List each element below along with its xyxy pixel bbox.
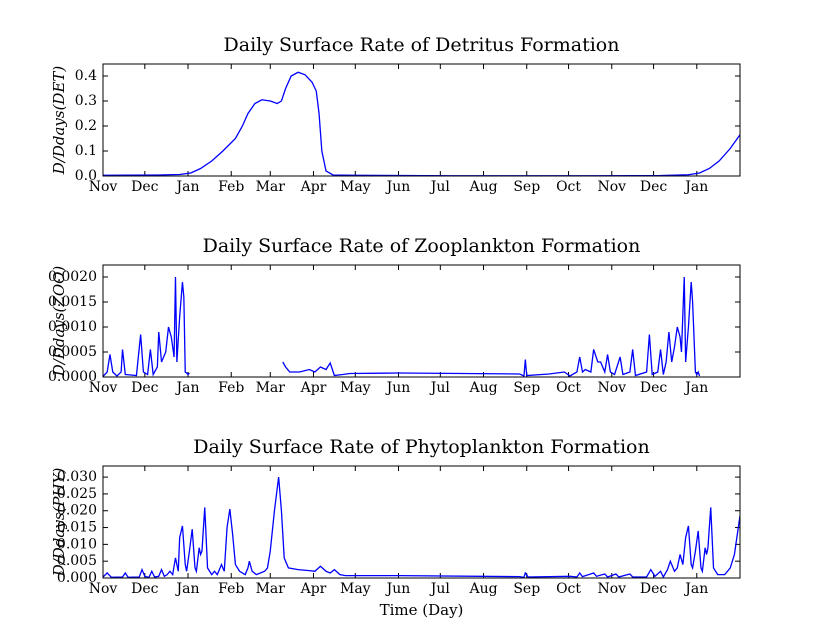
x-tick-label: Oct	[556, 581, 581, 597]
x-tick-label: Nov	[89, 380, 118, 396]
x-tick-label: Sep	[513, 380, 540, 396]
x-tick-label: Jun	[385, 581, 411, 597]
x-tick-label: Dec	[131, 179, 159, 195]
subplot: Daily Surface Rate of Zooplankton Format…	[48, 235, 741, 396]
x-tick-label: Aug	[468, 581, 497, 597]
x-tick-label: May	[340, 380, 371, 396]
y-axis-label: D/Ddays(PHY)	[50, 468, 68, 578]
y-tick-label: 0.030	[57, 469, 97, 485]
x-tick-label: Nov	[89, 179, 118, 195]
x-tick-label: Feb	[218, 380, 244, 396]
y-tick-label: 0.2	[75, 118, 97, 134]
chart-title: Daily Surface Rate of Zooplankton Format…	[203, 235, 641, 257]
x-tick-label: Sep	[513, 179, 540, 195]
x-axis-label: Time (Day)	[380, 601, 464, 619]
x-tick-label: Jul	[429, 179, 451, 195]
x-tick-label: Apr	[300, 179, 327, 195]
x-tick-label: Jun	[385, 380, 411, 396]
x-tick-label: Dec	[640, 179, 668, 195]
data-line	[103, 276, 701, 377]
y-tick-label: 0.025	[57, 486, 97, 502]
x-tick-label: Feb	[218, 581, 244, 597]
x-tick-label: Mar	[256, 380, 286, 396]
x-tick-label: May	[340, 179, 371, 195]
subplot: Daily Surface Rate of Phytoplankton Form…	[50, 436, 741, 619]
y-axis-label: D/Ddays(ZOO)	[50, 266, 68, 378]
x-tick-label: Dec	[131, 380, 159, 396]
x-tick-label: Oct	[556, 380, 581, 396]
y-tick-label: 0.0020	[48, 269, 97, 285]
x-tick-label: Jan	[683, 179, 708, 195]
x-tick-label: Nov	[597, 179, 626, 195]
x-tick-label: Jul	[429, 380, 451, 396]
axes-frame	[102, 264, 741, 378]
y-tick-label: 0.4	[75, 68, 97, 84]
x-tick-label: Jan	[175, 380, 200, 396]
x-tick-label: Aug	[468, 380, 497, 396]
x-tick-label: Jan	[683, 581, 708, 597]
x-tick-label: Dec	[640, 581, 668, 597]
y-tick-label: 0.0000	[48, 369, 97, 385]
chart-title: Daily Surface Rate of Detritus Formation	[224, 34, 620, 56]
axes-frame	[102, 63, 741, 177]
y-tick-label: 0.1	[75, 143, 97, 159]
x-tick-label: Nov	[597, 380, 626, 396]
y-tick-label: 0.0	[75, 168, 97, 184]
data-line	[103, 71, 740, 176]
x-tick-label: Mar	[256, 581, 286, 597]
x-tick-label: Apr	[300, 380, 327, 396]
x-tick-label: Oct	[556, 179, 581, 195]
y-tick-label: 0.010	[57, 536, 97, 552]
x-tick-label: May	[340, 581, 371, 597]
y-tick-label: 0.0015	[48, 294, 97, 310]
y-tick-label: 0.0010	[48, 319, 97, 335]
y-tick-label: 0.0005	[48, 344, 97, 360]
x-tick-label: Jan	[175, 179, 200, 195]
x-tick-label: Jun	[385, 179, 411, 195]
x-tick-label: Jan	[175, 581, 200, 597]
x-tick-label: Jul	[429, 581, 451, 597]
x-tick-label: Sep	[513, 581, 540, 597]
subplot: Daily Surface Rate of Detritus Formation…	[50, 34, 741, 195]
y-tick-label: 0.015	[57, 520, 97, 536]
y-tick-label: 0.000	[57, 570, 97, 586]
x-tick-label: Dec	[131, 581, 159, 597]
y-tick-label: 0.3	[75, 93, 97, 109]
x-tick-label: Aug	[468, 179, 497, 195]
chart-title: Daily Surface Rate of Phytoplankton Form…	[193, 436, 650, 458]
x-tick-label: Nov	[597, 581, 626, 597]
x-tick-label: Jan	[683, 380, 708, 396]
axes-frame	[102, 465, 741, 579]
x-tick-label: Nov	[89, 581, 118, 597]
y-axis-label: D/Ddays(DET)	[50, 66, 68, 176]
x-tick-label: Mar	[256, 179, 286, 195]
x-tick-label: Feb	[218, 179, 244, 195]
x-tick-label: Dec	[640, 380, 668, 396]
x-tick-label: Apr	[300, 581, 327, 597]
data-line	[103, 477, 740, 578]
y-tick-label: 0.020	[57, 503, 97, 519]
y-tick-label: 0.005	[57, 553, 97, 569]
